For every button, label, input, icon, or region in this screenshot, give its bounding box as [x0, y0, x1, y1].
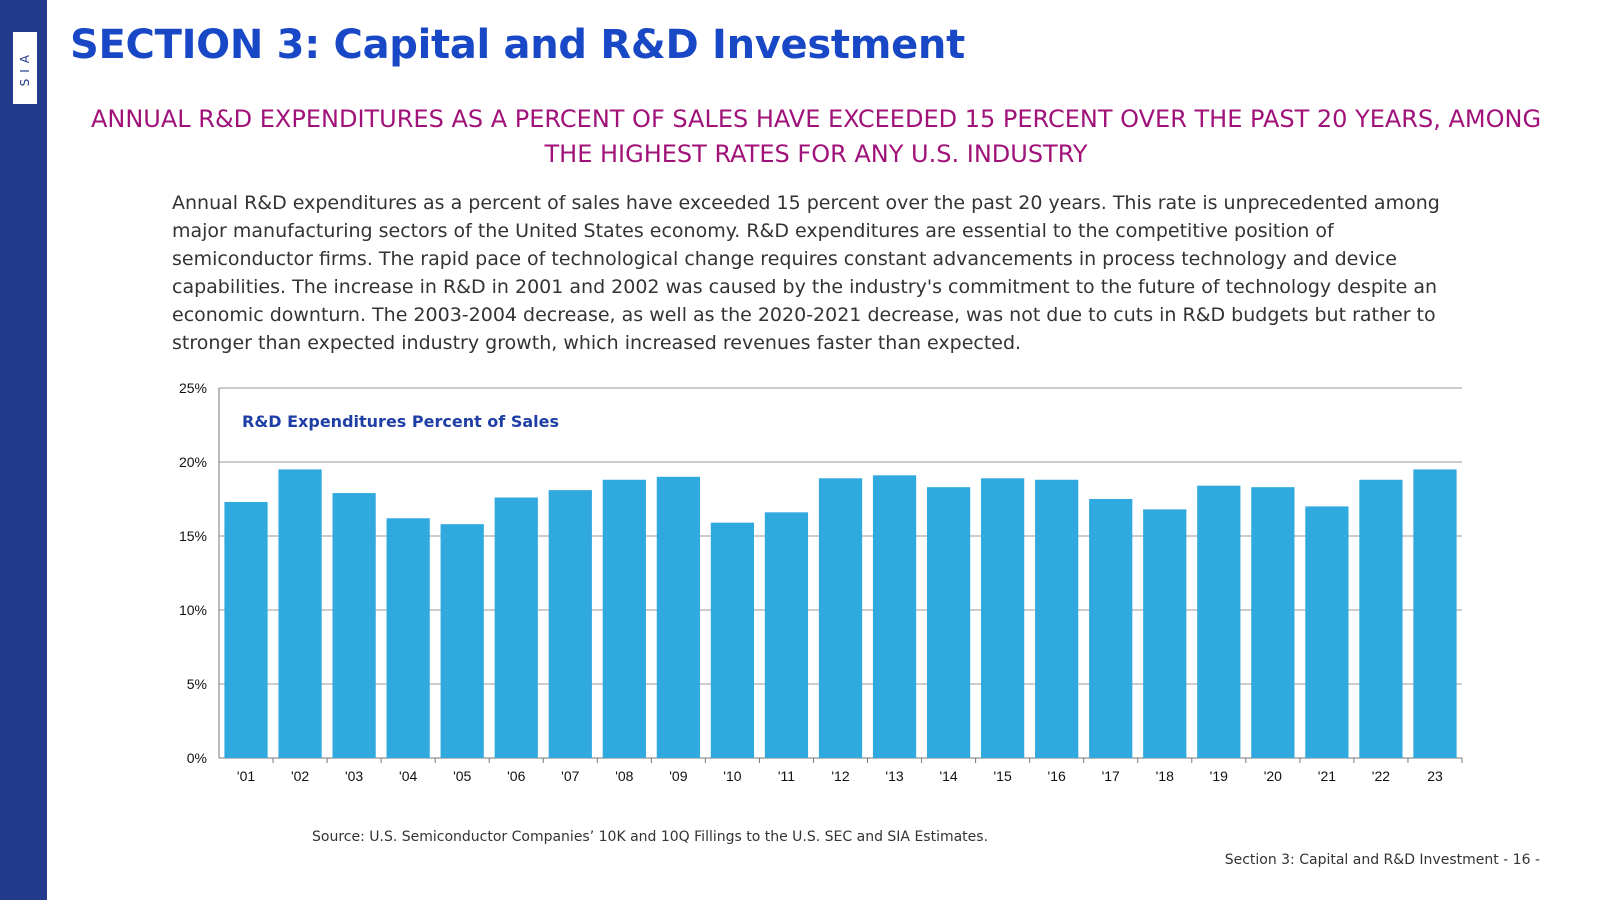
y-tick-label: 10%: [179, 602, 207, 618]
bar: [440, 524, 484, 758]
x-tick-label: '14: [939, 768, 957, 784]
bar: [872, 475, 917, 758]
bar: [332, 493, 376, 758]
rd-percent-bar-chart: 0% 5% 10% 15% 20% 25% '01 '02 '03 '04 '05 '06 '07 '08…: [179, 380, 1463, 784]
x-tick-label: '08: [615, 768, 633, 784]
bar: [1035, 479, 1079, 758]
x-tick-label: '21: [1318, 768, 1336, 784]
bar: [1251, 487, 1295, 758]
bar: [981, 478, 1025, 758]
source-note: Source: U.S. Semiconductor Companies’ 10…: [312, 829, 989, 845]
bar: [278, 469, 322, 758]
bar: [1305, 506, 1349, 758]
bar: [224, 501, 268, 758]
bar: [926, 487, 971, 758]
bar: [764, 512, 809, 758]
y-tick-label: 5%: [187, 676, 207, 692]
body-paragraph: Annual R&D expenditures as a percent of …: [172, 192, 1440, 354]
x-tick-label: '07: [561, 768, 579, 784]
bar: [386, 518, 430, 758]
bar: [1359, 479, 1403, 758]
x-tick-label: 23: [1427, 768, 1443, 784]
x-tick-label: '06: [507, 768, 525, 784]
bar: [548, 490, 592, 758]
x-tick-label: '16: [1048, 768, 1066, 784]
subtitle: ANNUAL R&D EXPENDITURES AS A PERCENT OF …: [90, 105, 1542, 168]
x-tick-label: '20: [1264, 768, 1282, 784]
x-tick-label: '12: [831, 768, 849, 784]
x-tick-label: '17: [1102, 768, 1120, 784]
x-tick-label: '05: [453, 768, 471, 784]
bar: [818, 478, 863, 758]
x-tick-label: '04: [399, 768, 417, 784]
x-tick-label: '22: [1372, 768, 1390, 784]
x-tick-label: '10: [723, 768, 741, 784]
bar: [1197, 485, 1241, 758]
x-tick-label: '15: [994, 768, 1012, 784]
page-title: SECTION 3: Capital and R&D Investment: [70, 22, 965, 68]
x-tick-label: '13: [885, 768, 903, 784]
x-tick-label: '09: [669, 768, 687, 784]
y-tick-label: 0%: [187, 750, 207, 766]
bar: [602, 479, 646, 758]
bar: [1143, 509, 1187, 758]
page-footer: Section 3: Capital and R&D Investment - …: [1224, 852, 1540, 868]
sia-logo: SIA: [12, 31, 38, 105]
chart-title: R&D Expenditures Percent of Sales: [242, 412, 559, 431]
bar: [710, 522, 755, 758]
x-tick-label: '01: [237, 768, 255, 784]
y-tick-label: 15%: [179, 528, 207, 544]
x-tick-label: '19: [1210, 768, 1228, 784]
bar: [1089, 499, 1133, 758]
x-tick-label: '02: [291, 768, 309, 784]
y-tick-label: 20%: [179, 454, 207, 470]
y-tick-label: 25%: [179, 380, 207, 396]
bar: [494, 497, 538, 758]
bar: [656, 476, 700, 758]
sidebar-band: SIA: [0, 0, 47, 900]
bar: [1413, 469, 1457, 758]
x-tick-label: '03: [345, 768, 363, 784]
x-tick-label: '18: [1156, 768, 1174, 784]
x-tick-label: '11: [778, 768, 795, 784]
